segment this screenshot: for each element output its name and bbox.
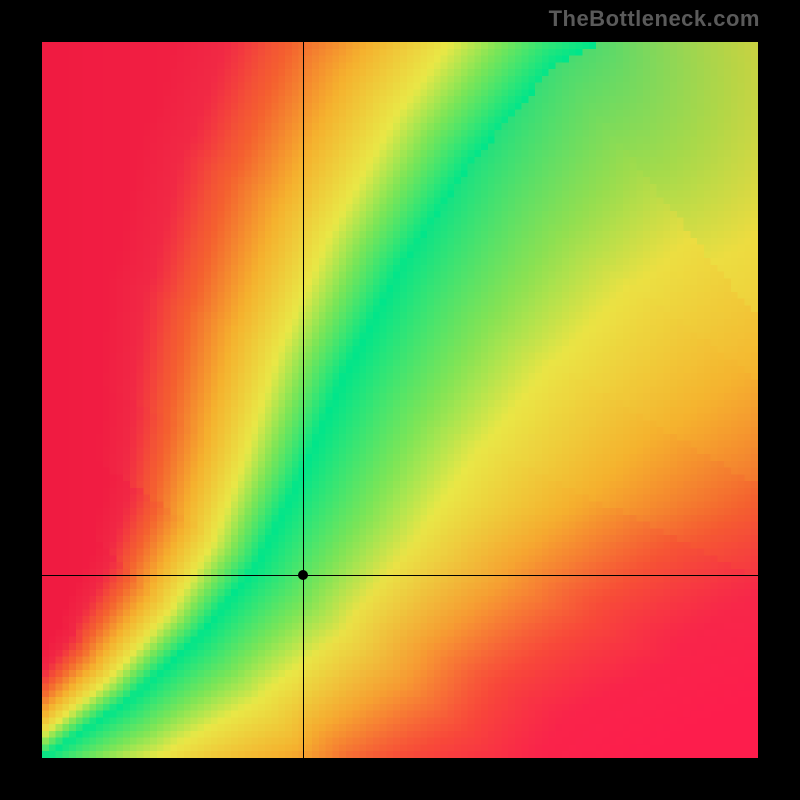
- selection-dot: [298, 570, 308, 580]
- crosshair-horizontal: [42, 575, 758, 576]
- heatmap-plot: [42, 42, 758, 758]
- heatmap-canvas: [42, 42, 758, 758]
- crosshair-vertical: [303, 42, 304, 758]
- watermark-text: TheBottleneck.com: [549, 6, 760, 32]
